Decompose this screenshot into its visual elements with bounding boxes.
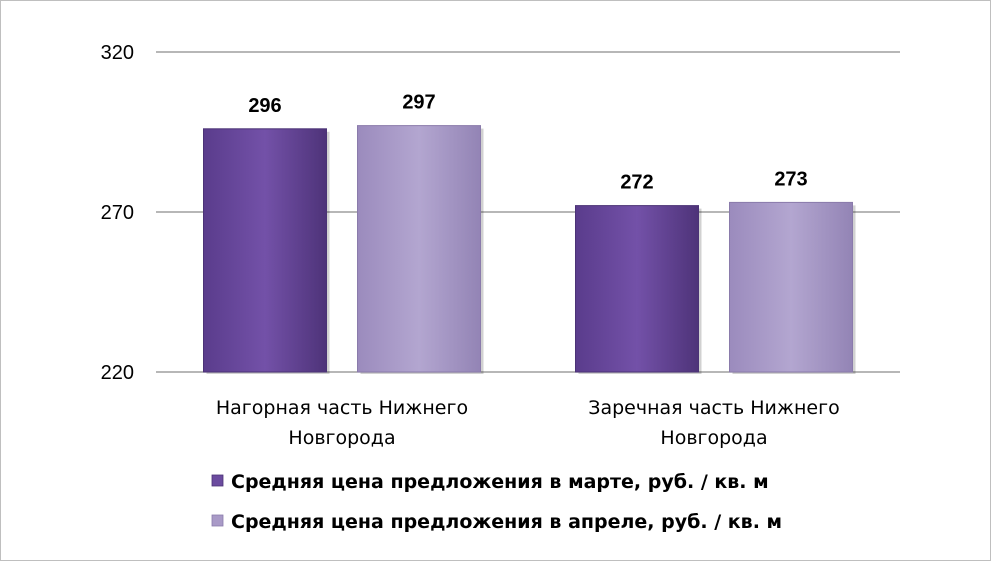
legend-label: Средняя цена предложения в марте, руб. /…	[231, 471, 769, 493]
data-label: 272	[620, 172, 653, 194]
x-category-label: Новгорода	[660, 427, 767, 449]
y-axis: 220 270 320	[101, 42, 134, 384]
bars	[203, 125, 856, 374]
bar	[357, 125, 481, 373]
legend: Средняя цена предложения в марте, руб. /…	[211, 471, 782, 533]
data-label: 273	[774, 168, 807, 190]
legend-swatch	[211, 514, 224, 527]
data-label: 296	[248, 95, 281, 117]
x-axis: Нагорная часть Нижнего Новгорода Заречная …	[216, 397, 840, 449]
data-label: 297	[402, 92, 435, 114]
y-tick-label: 270	[101, 202, 134, 224]
x-category-label: Новгорода	[288, 427, 395, 449]
bar	[729, 201, 853, 373]
x-category-label: Заречная часть Нижнего	[588, 397, 839, 419]
legend-label: Средняя цена предложения в апреле, руб. …	[231, 511, 782, 533]
x-category-label: Нагорная часть Нижнего	[216, 397, 468, 419]
data-labels: 296 297 272 273	[248, 92, 807, 194]
bar	[575, 205, 699, 373]
y-tick-label: 320	[101, 42, 134, 64]
bar	[203, 128, 327, 373]
y-tick-label: 220	[101, 362, 134, 384]
legend-swatch	[211, 474, 224, 487]
